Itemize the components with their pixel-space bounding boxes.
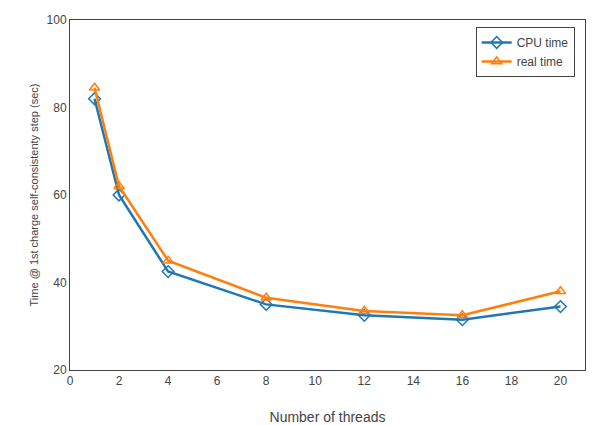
svg-text:60: 60: [53, 188, 67, 202]
svg-text:2: 2: [116, 374, 123, 388]
svg-text:14: 14: [407, 374, 421, 388]
svg-text:16: 16: [456, 374, 470, 388]
svg-text:80: 80: [53, 101, 67, 115]
svg-text:100: 100: [47, 13, 67, 27]
svg-text:12: 12: [358, 374, 372, 388]
svg-text:18: 18: [505, 374, 519, 388]
svg-text:40: 40: [53, 276, 67, 290]
svg-text:10: 10: [309, 374, 323, 388]
svg-text:20: 20: [53, 363, 67, 377]
svg-text:6: 6: [214, 374, 221, 388]
svg-text:Time @ 1st charge self-consist: Time @ 1st charge self-consistenty step …: [28, 84, 40, 307]
svg-text:8: 8: [263, 374, 270, 388]
svg-text:Number of threads: Number of threads: [270, 409, 386, 425]
svg-text:20: 20: [554, 374, 568, 388]
svg-text:0: 0: [67, 374, 74, 388]
svg-text:real time: real time: [517, 55, 563, 69]
svg-text:CPU time: CPU time: [517, 36, 569, 50]
svg-text:4: 4: [165, 374, 172, 388]
